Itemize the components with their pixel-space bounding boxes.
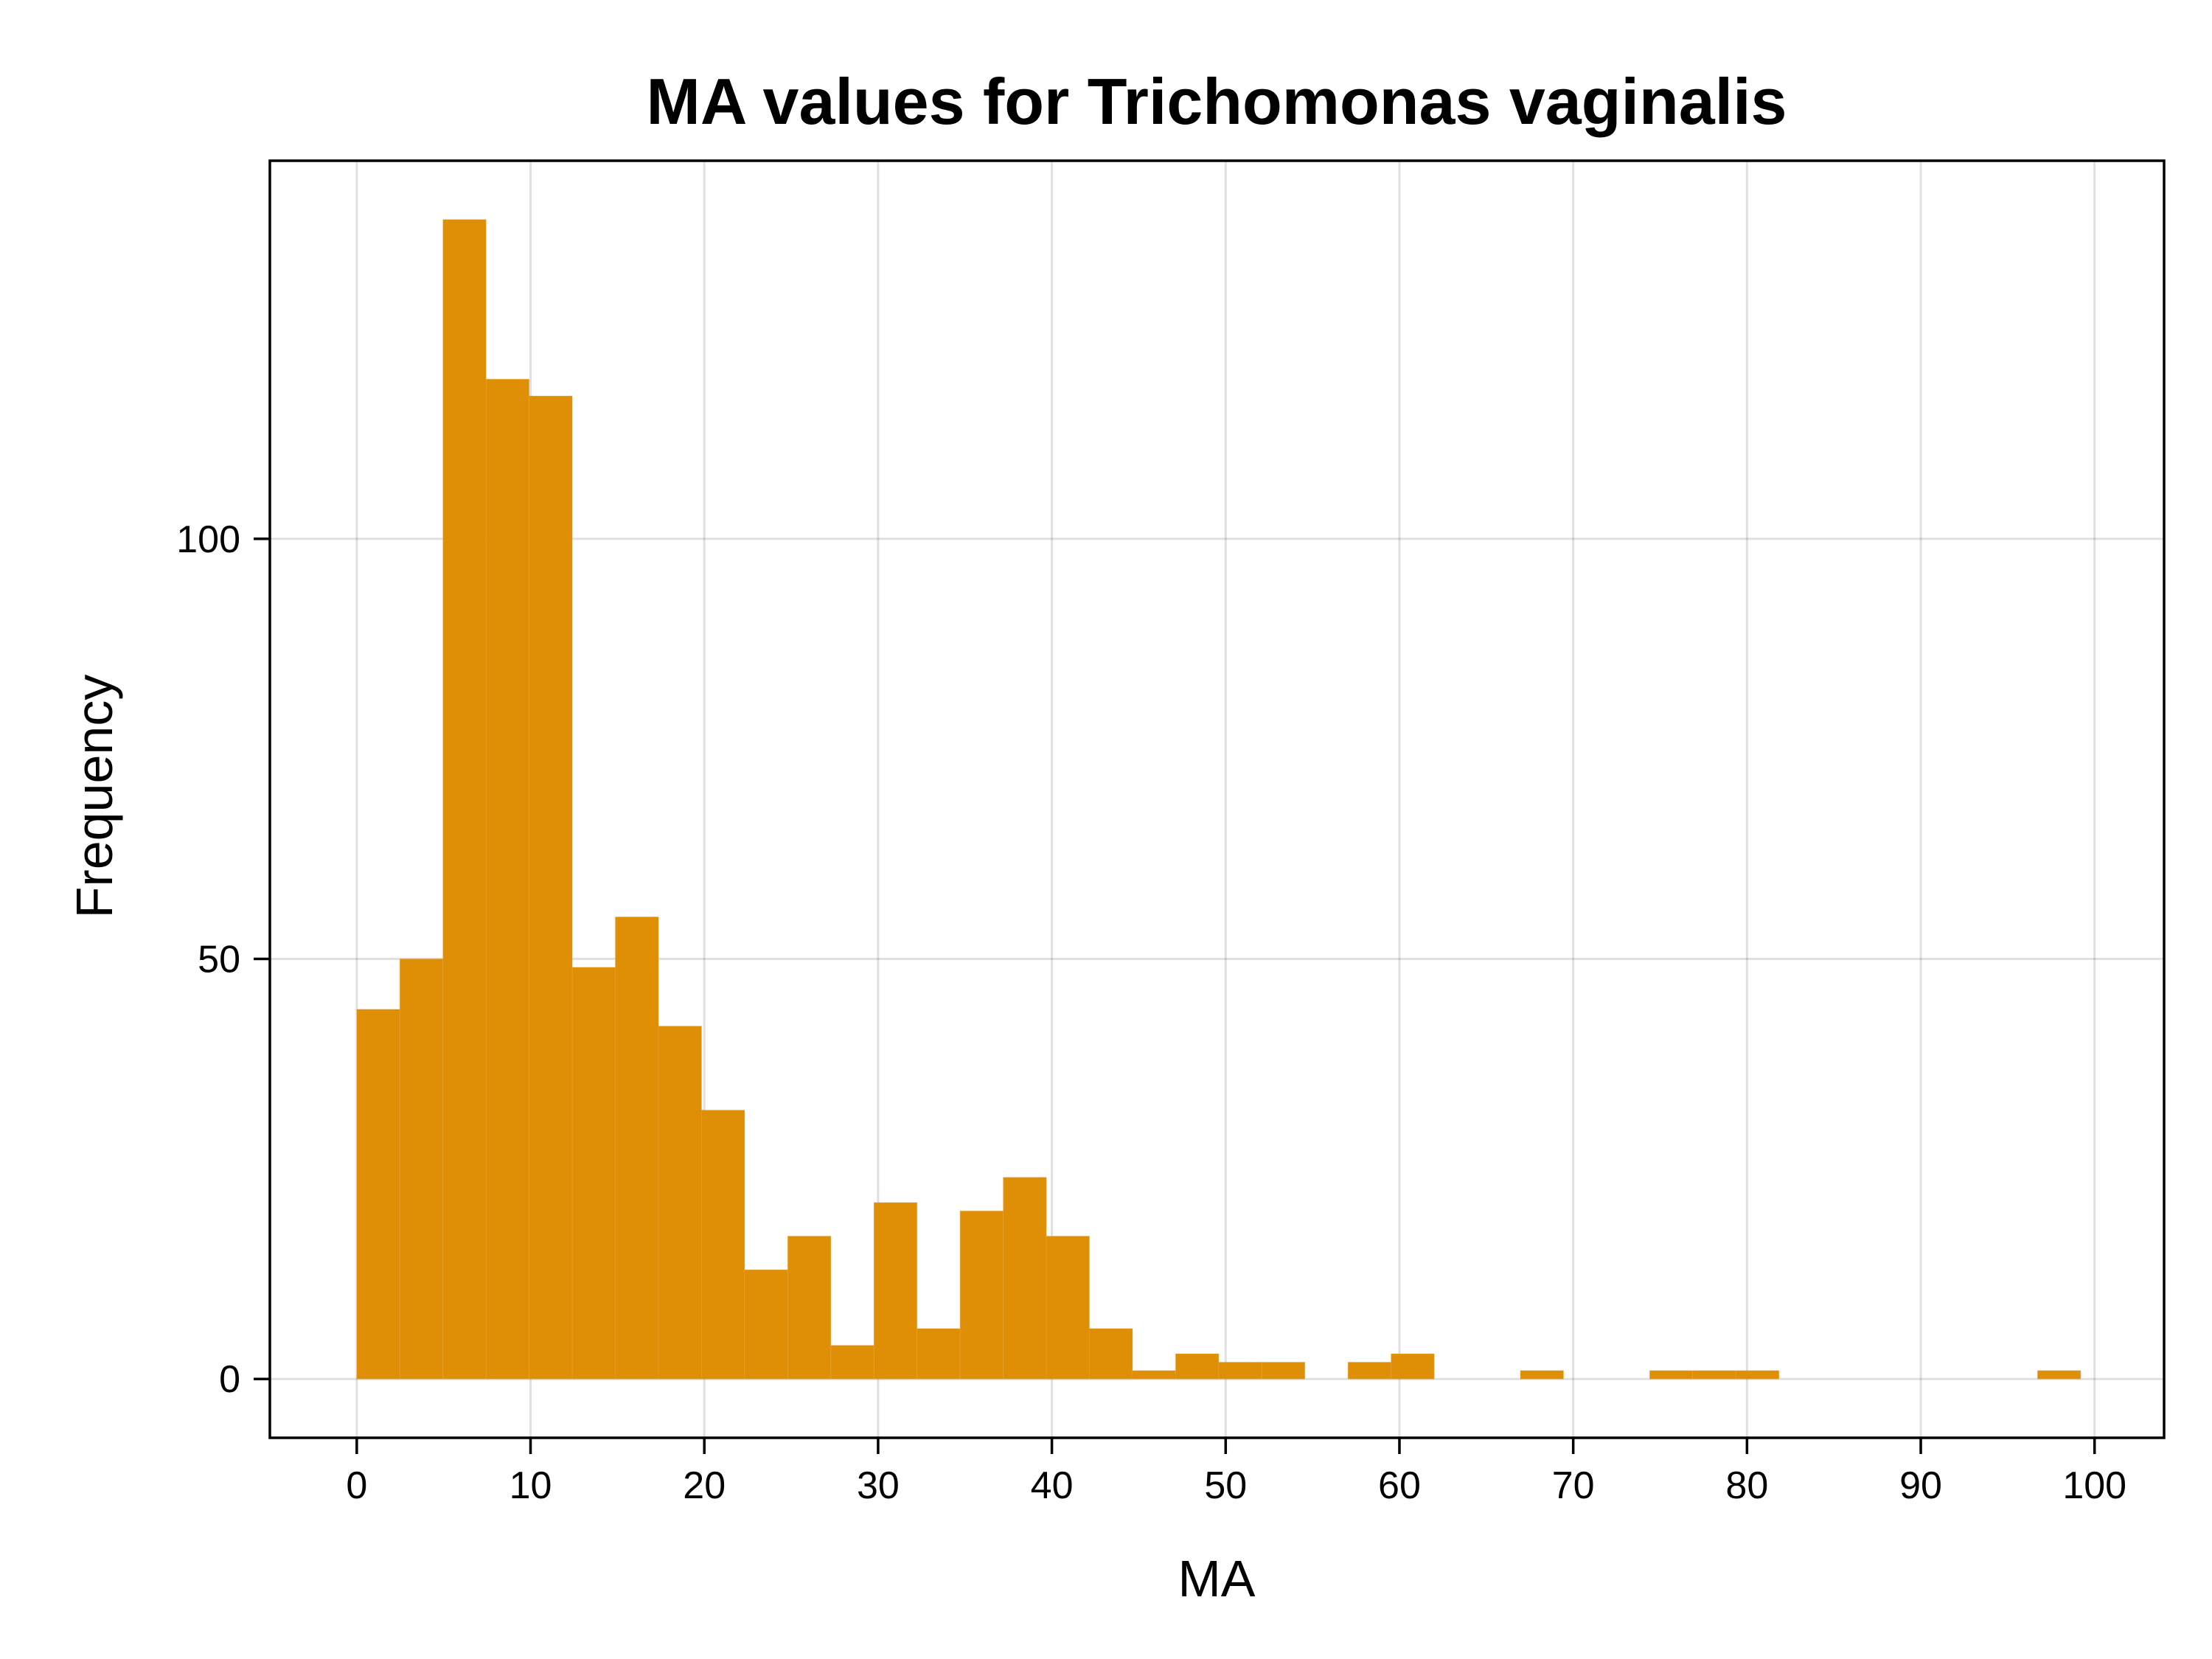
- histogram-bar: [1089, 1328, 1133, 1380]
- y-tick-label: 100: [176, 518, 240, 561]
- histogram-bar: [1391, 1353, 1435, 1380]
- histogram-bar: [1649, 1370, 1694, 1380]
- histogram-bar: [1692, 1370, 1736, 1380]
- histogram-bar: [615, 917, 659, 1380]
- histogram-bar: [917, 1328, 961, 1380]
- histogram-bar: [787, 1236, 832, 1380]
- x-axis-label: MA: [1178, 1550, 1256, 1607]
- histogram-bar: [485, 378, 530, 1380]
- x-tick-label: 80: [1725, 1464, 1768, 1507]
- x-tick-label: 0: [346, 1464, 367, 1507]
- y-axis-label: Frequency: [66, 675, 123, 919]
- histogram-bar: [1046, 1236, 1091, 1380]
- histogram-bar: [1218, 1361, 1262, 1380]
- histogram-bar: [1132, 1370, 1176, 1380]
- histogram-bar: [700, 1110, 745, 1380]
- plot-frame: [268, 159, 2166, 1439]
- histogram-bar: [1175, 1353, 1220, 1380]
- histogram-bar: [2037, 1370, 2081, 1380]
- y-tick-label: 50: [198, 939, 240, 981]
- x-tick-label: 60: [1378, 1464, 1421, 1507]
- histogram-bar: [1347, 1361, 1392, 1380]
- histogram-bar: [356, 1009, 400, 1380]
- histogram-bar: [873, 1202, 918, 1380]
- histogram-bar: [1735, 1370, 1780, 1380]
- histogram-bar: [1520, 1370, 1564, 1380]
- histogram-bar: [830, 1345, 874, 1380]
- histogram-bar: [1261, 1361, 1306, 1380]
- x-tick-label: 10: [509, 1464, 552, 1507]
- histogram-bar: [571, 967, 616, 1380]
- x-tick-label: 50: [1204, 1464, 1247, 1507]
- x-tick-label: 70: [1552, 1464, 1595, 1507]
- y-tick-label: 0: [219, 1358, 240, 1401]
- histogram-bar: [959, 1210, 1004, 1380]
- x-tick-label: 100: [2062, 1464, 2126, 1507]
- x-tick-label: 30: [857, 1464, 900, 1507]
- histogram-bar: [1003, 1177, 1047, 1380]
- histogram-bar: [744, 1269, 788, 1380]
- histogram-bar: [529, 395, 573, 1380]
- x-tick-label: 20: [683, 1464, 726, 1507]
- axis-ticks: 0 10 20 30 40 50 60 70 80 90 100 0 50 100: [176, 518, 2126, 1507]
- chart-title: MA values for Trichomonas vaginalis: [647, 65, 1787, 138]
- histogram-bar: [399, 959, 444, 1380]
- x-tick-label: 90: [1899, 1464, 1942, 1507]
- histogram-bar: [442, 219, 487, 1380]
- x-tick-label: 40: [1031, 1464, 1074, 1507]
- histogram-bar: [658, 1026, 702, 1380]
- bars: [356, 219, 2081, 1380]
